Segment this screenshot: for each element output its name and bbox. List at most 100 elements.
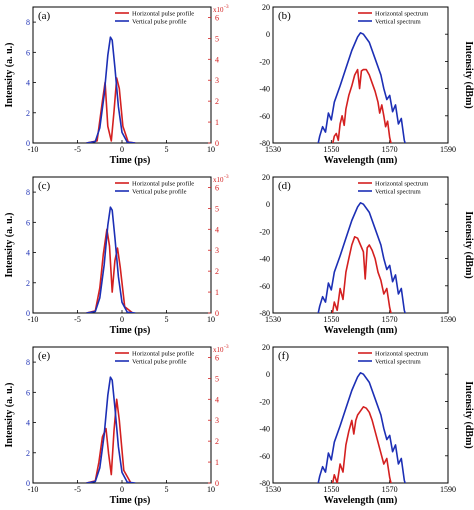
p1-legend-label: Horizontal spectrum xyxy=(375,10,428,17)
p5-ylabel: Intensity (dBm) xyxy=(463,381,474,449)
p0-y2tick-label: 4 xyxy=(215,55,219,64)
p2-y2tick-label: 6 xyxy=(215,183,219,192)
p0-ylabel: Intensity (a. u.) xyxy=(4,42,15,107)
p0-xlabel: Time (ps) xyxy=(110,155,151,166)
p2-y2tick-label: 2 xyxy=(215,267,219,276)
p2-y2tick-label: 4 xyxy=(215,225,219,234)
p1-ylabel: Intensity (dBm) xyxy=(463,41,474,109)
p2-y2tick-label: 5 xyxy=(215,204,219,213)
p0-ytick-label: 4 xyxy=(26,79,30,88)
p4-y2tick-label: 4 xyxy=(215,395,219,404)
p4-xtick-label: -5 xyxy=(74,485,81,494)
p0-series-horizontal-line xyxy=(86,77,136,143)
p1-panel-label: (b) xyxy=(278,10,291,22)
p0-y2tick-label: 1 xyxy=(215,118,219,127)
p5-ytick-label: -80 xyxy=(259,479,270,488)
p1-frame xyxy=(272,6,449,144)
p4-xlabel: Time (ps) xyxy=(110,495,151,506)
p5-legend-label: Vertical spectrum xyxy=(375,358,421,365)
p2-ytick-label: 0 xyxy=(26,309,30,318)
p2-series-horizontal-line xyxy=(86,228,134,313)
p0-y2tick-label: 2 xyxy=(215,97,219,106)
p0-xtick-label: -5 xyxy=(74,145,81,154)
p0-ytick-label: 6 xyxy=(26,48,30,57)
p1-xtick-label: 1570 xyxy=(382,145,398,154)
p1-legend-label: Vertical spectrum xyxy=(375,18,421,25)
p2-ylabel: Intensity (a. u.) xyxy=(4,212,15,277)
p5-ytick-label: 0 xyxy=(266,370,270,379)
p3-xtick-label: 1570 xyxy=(382,315,398,324)
p4-frame xyxy=(32,346,212,484)
p4-xtick-label: 0 xyxy=(120,485,124,494)
p3-ytick-label: -80 xyxy=(259,309,270,318)
p3-frame xyxy=(272,176,449,314)
p4-series-horizontal-line xyxy=(86,398,132,483)
p2-legend-label: Vertical pulse profile xyxy=(132,188,187,195)
p0-y2tick-label: 0 xyxy=(215,139,219,148)
p0-xtick-label: 5 xyxy=(165,145,169,154)
p2-y2-multiplier: x10 xyxy=(213,176,224,184)
p2-ytick-label: 2 xyxy=(26,279,30,288)
p1-ytick-label: 0 xyxy=(266,30,270,39)
p2-ytick-label: 8 xyxy=(26,188,30,197)
p2-xtick-label: -10 xyxy=(28,315,39,324)
p2-legend-label: Horizontal pulse profile xyxy=(132,180,194,187)
p4-panel-label: (e) xyxy=(38,350,51,362)
p4-ytick-label: 0 xyxy=(26,479,30,488)
p3-xtick-label: 1550 xyxy=(323,315,339,324)
p3-panel-label: (d) xyxy=(278,180,291,192)
p1-xtick-label: 1590 xyxy=(440,145,456,154)
p4-ytick-label: 8 xyxy=(26,358,30,367)
p4-y2tick-label: 3 xyxy=(215,416,219,425)
p1-xtick-label: 1530 xyxy=(265,145,281,154)
p3-xtick-label: 1590 xyxy=(440,315,456,324)
p4-ylabel: Intensity (a. u.) xyxy=(4,382,15,447)
p4-xtick-label: -10 xyxy=(28,485,39,494)
p5-xlabel: Wavelength (nm) xyxy=(324,495,398,506)
p3-legend-label: Vertical spectrum xyxy=(375,188,421,195)
p0-ytick-label: 0 xyxy=(26,139,30,148)
p3-xlabel: Wavelength (nm) xyxy=(324,325,398,336)
p5-xtick-label: 1550 xyxy=(323,485,339,494)
p0-y2tick-label: 6 xyxy=(215,13,219,22)
p3-ytick-label: -20 xyxy=(259,227,270,236)
p5-xtick-label: 1530 xyxy=(265,485,281,494)
p2-ytick-label: 6 xyxy=(26,218,30,227)
p4-legend-label: Vertical pulse profile xyxy=(132,358,187,365)
p3-ytick-label: 0 xyxy=(266,200,270,209)
p3-series-horizontal-line xyxy=(331,236,392,313)
p4-y2-exponent: -3 xyxy=(224,344,229,350)
p0-legend-label: Vertical pulse profile xyxy=(132,18,187,25)
p5-legend-label: Horizontal spectrum xyxy=(375,350,428,357)
p5-series-horizontal-line xyxy=(331,405,392,483)
p2-xtick-label: 5 xyxy=(165,315,169,324)
p4-series-vertical-line xyxy=(86,376,136,483)
p4-ytick-label: 6 xyxy=(26,388,30,397)
p5-ytick-label: 20 xyxy=(262,343,270,352)
p4-xtick-label: 5 xyxy=(165,485,169,494)
p3-xtick-label: 1530 xyxy=(265,315,281,324)
p0-xtick-label: -10 xyxy=(28,145,39,154)
p1-ytick-label: -40 xyxy=(259,85,270,94)
p2-xtick-label: 0 xyxy=(120,315,124,324)
p1-xtick-label: 1550 xyxy=(323,145,339,154)
p0-y2-exponent: -3 xyxy=(224,4,229,10)
p0-xtick-label: 0 xyxy=(120,145,124,154)
p5-ytick-label: -20 xyxy=(259,397,270,406)
p1-series-horizontal-line xyxy=(331,68,392,143)
p2-series-vertical-line xyxy=(86,206,136,313)
p2-panel-label: (c) xyxy=(38,180,51,192)
p5-ytick-label: -40 xyxy=(259,425,270,434)
p3-series-vertical-line xyxy=(317,202,406,313)
p3-legend-label: Horizontal spectrum xyxy=(375,180,428,187)
p3-ytick-label: -60 xyxy=(259,282,270,291)
p3-ytick-label: -40 xyxy=(259,255,270,264)
p1-xlabel: Wavelength (nm) xyxy=(324,155,398,166)
p0-y2-multiplier: x10 xyxy=(213,6,224,14)
p0-y2tick-label: 5 xyxy=(215,34,219,43)
p2-xlabel: Time (ps) xyxy=(110,325,151,336)
p4-y2tick-label: 0 xyxy=(215,479,219,488)
p5-panel-label: (f) xyxy=(278,350,289,362)
p4-ytick-label: 2 xyxy=(26,449,30,458)
